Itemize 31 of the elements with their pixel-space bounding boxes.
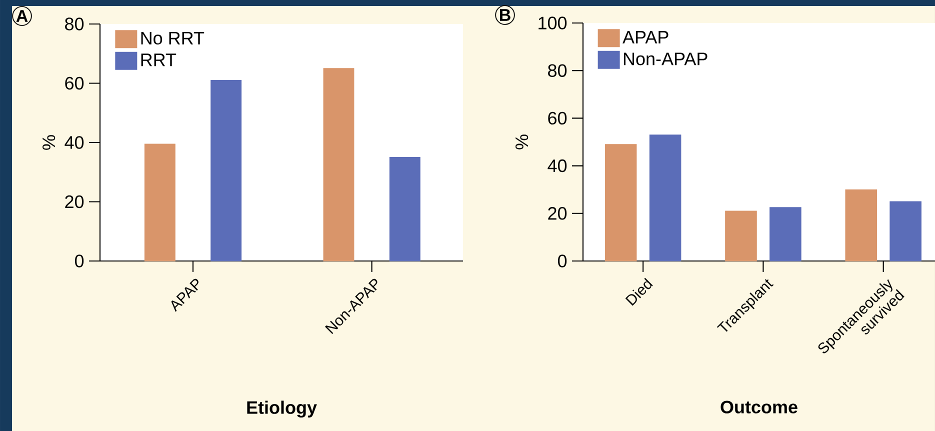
x-axis-title: Etiology — [247, 400, 317, 418]
bar — [890, 201, 922, 262]
chart-title: B — [500, 9, 510, 21]
x-axis-title: Outcome — [720, 400, 798, 414]
legend-label: APAP — [622, 30, 668, 44]
bar — [389, 157, 420, 262]
y-tick-label: 0 — [558, 254, 567, 268]
bar — [604, 144, 637, 262]
y-tick-label: 100 — [538, 16, 567, 30]
y-axis-title: % — [516, 134, 528, 150]
y-tick-label: 20 — [65, 195, 84, 208]
y-tick-label: 0 — [75, 254, 84, 268]
legend-label: RRT — [141, 54, 176, 66]
bar — [770, 207, 802, 262]
y-axis-title: % — [42, 135, 56, 150]
chart-title: A — [16, 10, 28, 22]
y-tick-label: 40 — [64, 136, 84, 149]
bar — [845, 189, 877, 262]
bar — [144, 144, 176, 262]
bar — [725, 210, 757, 262]
bar — [323, 68, 354, 262]
y-tick-label: 60 — [548, 112, 567, 125]
y-tick-label: 60 — [65, 76, 84, 90]
y-tick-label: 40 — [548, 159, 567, 172]
y-tick-label: 20 — [548, 207, 567, 220]
bar — [210, 80, 242, 262]
y-tick-label: 80 — [65, 18, 84, 30]
legend-label: No RRT — [141, 32, 204, 45]
y-tick-label: 80 — [548, 64, 567, 77]
bar — [649, 134, 682, 262]
legend-label: Non-APAP — [624, 52, 708, 66]
